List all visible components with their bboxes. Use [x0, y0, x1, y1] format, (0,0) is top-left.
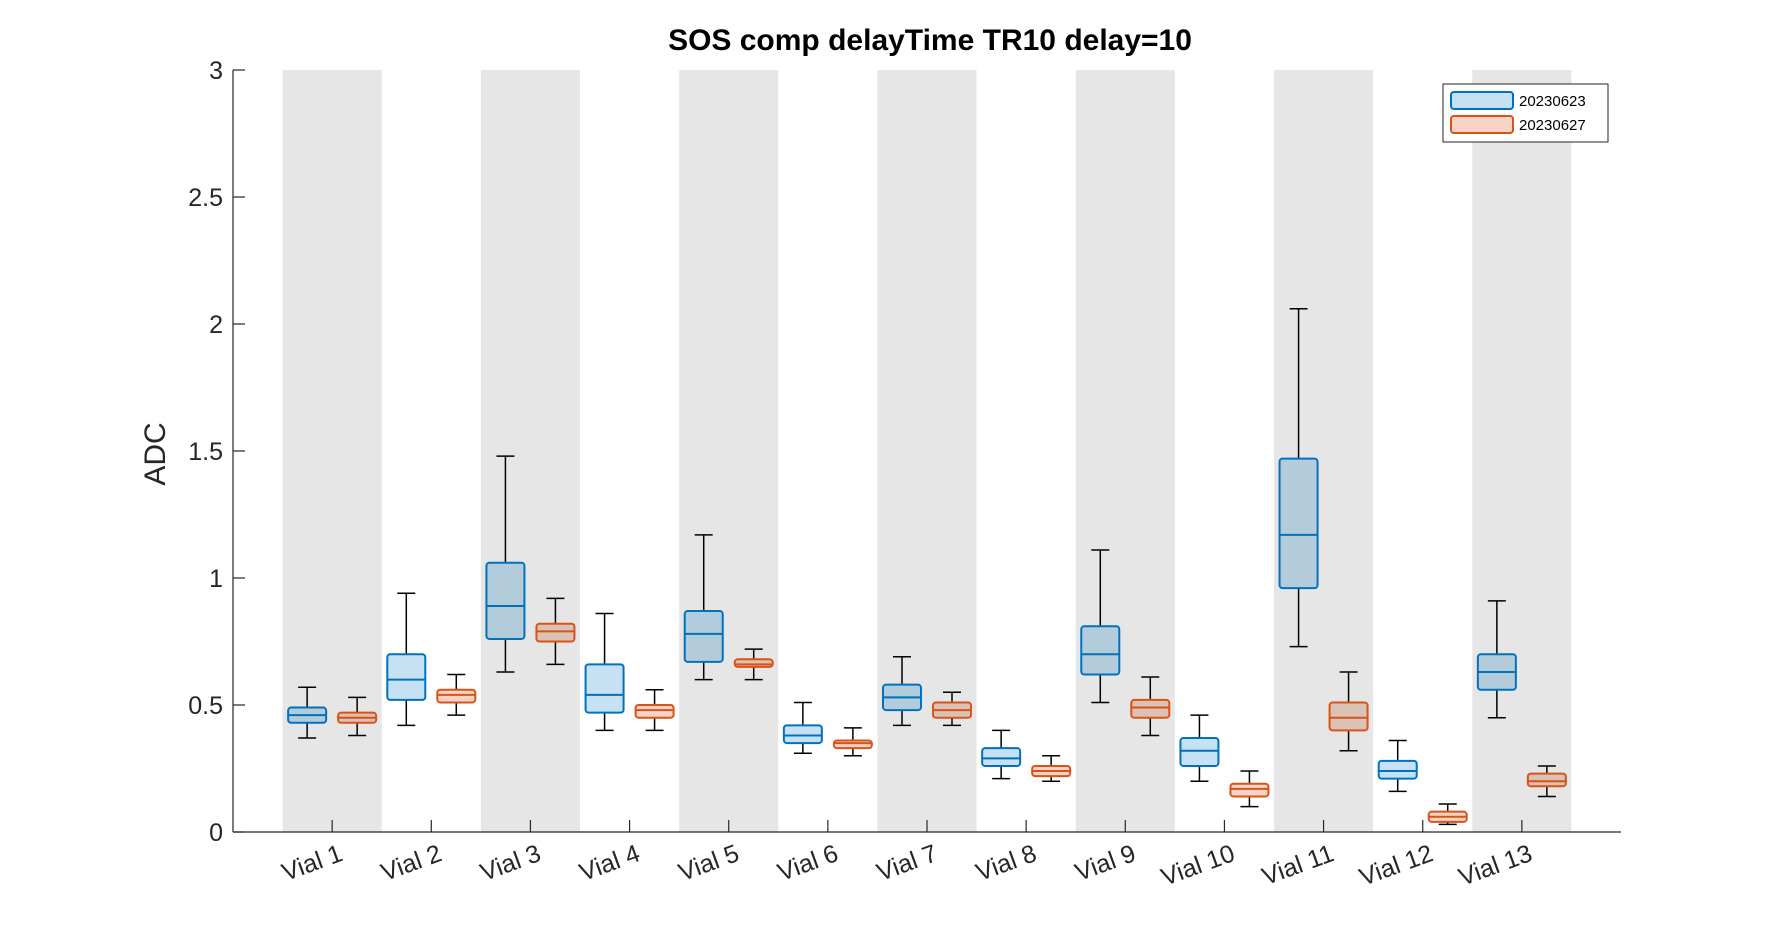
legend-label-1: 20230623: [1519, 93, 1586, 110]
y-tick-label: 0: [209, 819, 223, 847]
box-a-vial-7: [882, 655, 922, 727]
legend-label-2: 20230627: [1519, 117, 1586, 134]
box-iqr: [1377, 759, 1418, 780]
box-b-vial-2: [436, 673, 477, 716]
box-a-vial-6: [782, 701, 823, 755]
shade-band-1: [282, 70, 382, 832]
x-tick-label: Vial 6: [774, 839, 842, 887]
box-iqr: [832, 739, 873, 750]
box-iqr: [1526, 772, 1567, 788]
box-a-vial-1: [287, 686, 328, 739]
box-b-vial-8: [1031, 755, 1072, 782]
box-a-vial-12: [1377, 739, 1418, 793]
box-b-vial-1: [337, 696, 378, 737]
box-b-vial-3: [535, 597, 576, 666]
y-axis-label: ADC: [139, 422, 172, 485]
legend: 20230623 20230627: [1442, 83, 1609, 143]
box-iqr: [1229, 782, 1270, 798]
x-tick-label: Vial 13: [1455, 839, 1536, 891]
box-iqr: [1130, 698, 1171, 719]
box-a-vial-9: [1080, 549, 1121, 704]
x-tick-label: Vial 12: [1356, 839, 1437, 891]
x-tick-label: Vial 5: [675, 839, 743, 887]
box-iqr: [386, 653, 427, 701]
box-b-vial-11: [1328, 671, 1369, 752]
box-b-vial-4: [634, 689, 675, 732]
box-b-vial-12: [1427, 803, 1468, 826]
box-b-vial-7: [932, 691, 972, 727]
x-tick-label: Vial 7: [873, 839, 941, 887]
y-tick-label: 2: [209, 311, 223, 339]
box-iqr: [782, 724, 823, 745]
legend-swatch-2: [1450, 115, 1514, 134]
box-a-vial-5: [683, 534, 724, 681]
shade-band-13: [1472, 70, 1572, 832]
box-a-vial-11: [1278, 308, 1319, 648]
box-iqr: [1080, 625, 1121, 676]
x-tick-label: Vial 3: [477, 839, 545, 887]
box-iqr: [733, 658, 774, 668]
shade-band-5: [679, 70, 779, 832]
box-iqr: [485, 561, 526, 640]
box-b-vial-9: [1130, 676, 1171, 737]
x-tick-label: Vial 2: [377, 839, 445, 887]
box-a-vial-8: [981, 729, 1022, 780]
shade-band-3: [480, 70, 580, 832]
box-a-vial-4: [584, 612, 625, 732]
y-tick-label: 2.5: [188, 184, 223, 212]
box-iqr: [1278, 457, 1319, 590]
box-iqr: [1328, 701, 1369, 732]
category-shading: [282, 70, 1572, 832]
x-tick-label: Vial 9: [1071, 839, 1139, 887]
box-b-vial-13: [1526, 765, 1567, 798]
box-b-vial-6: [832, 727, 873, 757]
y-tick-label: 1: [209, 565, 223, 593]
y-tick-label: 0.5: [188, 692, 223, 720]
box-iqr: [1179, 737, 1220, 767]
box-plot-marks: [287, 308, 1567, 826]
box-a-vial-3: [485, 455, 526, 673]
box-b-vial-10: [1229, 770, 1270, 808]
box-iqr: [436, 688, 477, 704]
y-tick-label: 3: [209, 57, 223, 85]
box-iqr: [634, 704, 675, 719]
x-tick-label: Vial 8: [972, 839, 1040, 887]
legend-swatch-1: [1450, 91, 1514, 110]
box-iqr: [584, 663, 625, 714]
box-iqr: [981, 747, 1022, 767]
box-a-vial-2: [386, 592, 427, 727]
chart-title: SOS comp delayTime TR10 delay=10: [668, 24, 1192, 57]
box-b-vial-5: [733, 648, 774, 681]
box-iqr: [535, 622, 576, 643]
x-tick-label: Vial 10: [1157, 839, 1238, 891]
box-iqr: [683, 610, 724, 663]
box-a-vial-13: [1476, 600, 1517, 719]
x-tick-label: Vial 11: [1258, 839, 1337, 891]
x-tick-label: Vial 1: [278, 839, 346, 887]
x-tick-label: Vial 4: [576, 839, 644, 887]
box-a-vial-10: [1179, 714, 1220, 782]
y-tick-label: 1.5: [188, 438, 223, 466]
